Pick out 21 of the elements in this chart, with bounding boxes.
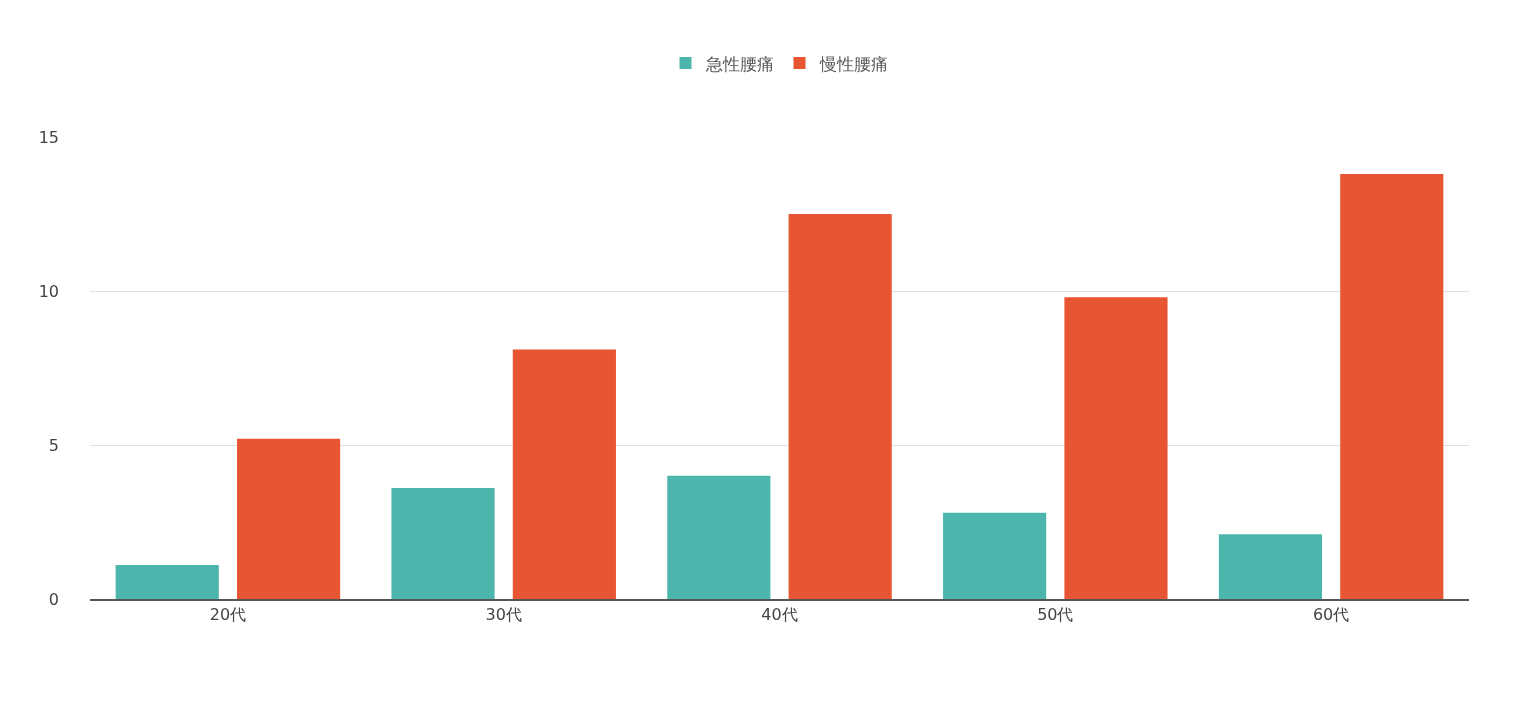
x-tick-label: 30代 [485, 604, 522, 624]
bar [943, 512, 1047, 599]
bar [1218, 534, 1322, 599]
y-tick-label: 15 [38, 127, 59, 147]
y-tick-label: 5 [48, 435, 59, 455]
bar [788, 214, 892, 599]
bar [237, 438, 341, 599]
x-tick-label: 20代 [209, 604, 247, 624]
bar [391, 488, 495, 599]
x-tick-label: 50代 [1037, 604, 1074, 624]
y-tick-label: 10 [38, 281, 59, 301]
legend-label: 急性腰痛 [704, 53, 774, 74]
y-tick-label: 0 [48, 589, 59, 609]
x-tick-label: 40代 [761, 604, 798, 624]
bar [512, 349, 616, 599]
x-tick-label: 60代 [1312, 604, 1350, 624]
bar [667, 475, 771, 599]
bar [115, 565, 219, 599]
bar [1064, 297, 1168, 599]
bar [1340, 173, 1444, 599]
legend-label: 慢性腰痛 [818, 53, 888, 74]
